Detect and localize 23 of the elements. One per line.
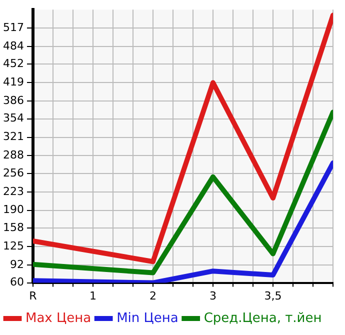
- y-tick-label: 321: [2, 130, 24, 144]
- y-tick-label: 256: [2, 166, 24, 180]
- y-tick-label: 60: [10, 276, 24, 289]
- x-tick-label: 1: [89, 289, 96, 302]
- y-tick-label: 419: [2, 76, 24, 88]
- y-tick-label: 354: [2, 112, 24, 125]
- y-tick-label: 158: [2, 221, 24, 234]
- y-tick-label: 125: [2, 239, 24, 252]
- legend-label: Max Цена: [26, 310, 92, 326]
- y-tick-label: 190: [2, 203, 24, 216]
- legend-label: Сред.Цена, т.йен: [204, 310, 322, 326]
- x-tick-label: 3: [210, 289, 216, 302]
- legend-label: Min Цена: [116, 310, 178, 326]
- y-tick-label: 288: [2, 148, 24, 162]
- y-tick-label: 484: [2, 39, 24, 52]
- y-tick-label: 386: [2, 94, 24, 107]
- y-tick-label: 452: [2, 57, 24, 70]
- x-tick-label: 3,5: [264, 289, 282, 302]
- y-tick-label: 517: [2, 20, 24, 34]
- x-tick-label: 2: [149, 289, 156, 302]
- x-tick-label: R: [29, 289, 38, 302]
- y-tick-label: 92: [10, 258, 24, 271]
- y-tick-label: 223: [2, 184, 24, 198]
